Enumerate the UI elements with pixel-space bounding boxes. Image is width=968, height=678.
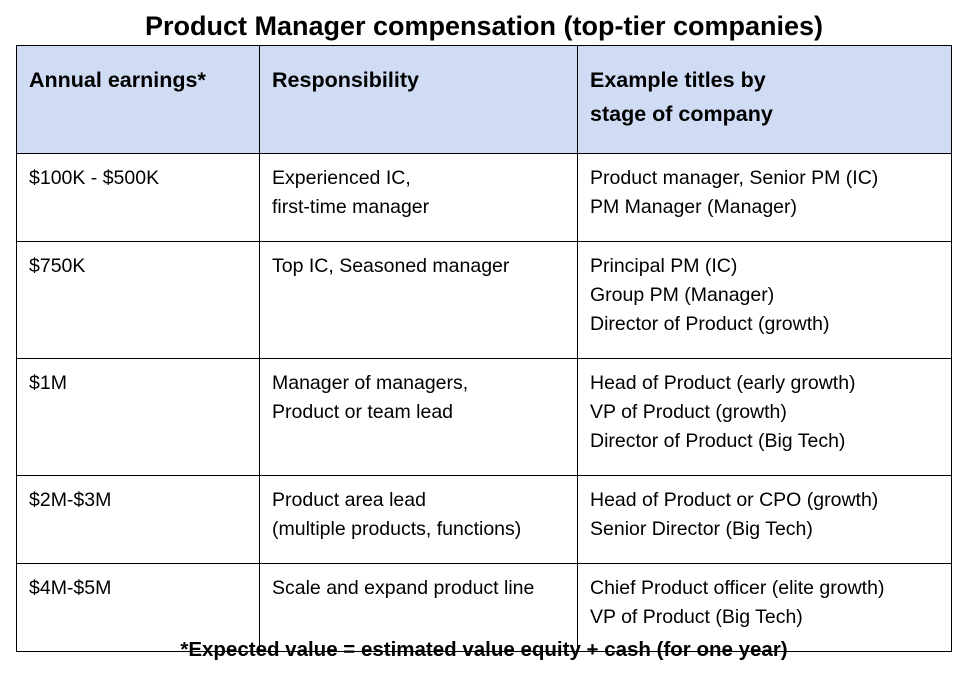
earnings-cell: $750K xyxy=(16,241,260,359)
title-line: Director of Product (Big Tech) xyxy=(590,430,846,452)
header-text: stage of company xyxy=(590,102,773,126)
earnings-value: $750K xyxy=(29,255,86,277)
earnings-cell: $100K - $500K xyxy=(16,153,260,242)
responsibility-line: Manager of managers, xyxy=(272,372,469,394)
header-annual-earnings: Annual earnings* xyxy=(16,45,260,154)
title-line: PM Manager (Manager) xyxy=(590,196,797,218)
table-row: $4M-$5M Scale and expand product line Ch… xyxy=(16,563,952,652)
title-line: Director of Product (growth) xyxy=(590,313,830,335)
header-row: Annual earnings* Responsibility Example … xyxy=(16,45,952,154)
titles-cell: Chief Product officer (elite growth) VP … xyxy=(577,563,952,652)
page-title: Product Manager compensation (top-tier c… xyxy=(144,11,824,41)
earnings-cell: $1M xyxy=(16,358,260,476)
title-line: Product manager, Senior PM (IC) xyxy=(590,167,879,189)
titles-cell: Head of Product or CPO (growth) Senior D… xyxy=(577,475,952,564)
title-line: Group PM (Manager) xyxy=(590,284,775,306)
titles-cell: Head of Product (early growth) VP of Pro… xyxy=(577,358,952,476)
footnote: *Expected value = estimated value equity… xyxy=(180,638,788,661)
responsibility-line: Top IC, Seasoned manager xyxy=(272,255,510,277)
title-line: Head of Product or CPO (growth) xyxy=(590,489,879,511)
header-responsibility: Responsibility xyxy=(259,45,578,154)
header-text: Example titles by xyxy=(590,68,766,92)
header-example-titles: Example titles by stage of company xyxy=(577,45,952,154)
earnings-cell: $2M-$3M xyxy=(16,475,260,564)
responsibility-cell: Product area lead (multiple products, fu… xyxy=(259,475,578,564)
earnings-value: $4M-$5M xyxy=(29,577,112,599)
table-row: $100K - $500K Experienced IC, first-time… xyxy=(16,153,952,242)
earnings-value: $1M xyxy=(29,372,67,394)
table-row: $2M-$3M Product area lead (multiple prod… xyxy=(16,475,952,564)
header-text: Annual earnings* xyxy=(29,68,206,92)
responsibility-cell: Experienced IC, first-time manager xyxy=(259,153,578,242)
title-line: VP of Product (Big Tech) xyxy=(590,606,803,628)
title-line: VP of Product (growth) xyxy=(590,401,787,423)
header-text: Responsibility xyxy=(272,68,419,92)
earnings-value: $100K - $500K xyxy=(29,167,160,189)
title-line: Senior Director (Big Tech) xyxy=(590,518,813,540)
title-line: Principal PM (IC) xyxy=(590,255,738,277)
responsibility-line: Product or team lead xyxy=(272,401,454,423)
titles-cell: Product manager, Senior PM (IC) PM Manag… xyxy=(577,153,952,242)
responsibility-cell: Scale and expand product line xyxy=(259,563,578,652)
titles-cell: Principal PM (IC) Group PM (Manager) Dir… xyxy=(577,241,952,359)
earnings-value: $2M-$3M xyxy=(29,489,112,511)
title-line: Chief Product officer (elite growth) xyxy=(590,577,885,599)
responsibility-cell: Top IC, Seasoned manager xyxy=(259,241,578,359)
responsibility-line: (multiple products, functions) xyxy=(272,518,522,540)
compensation-table: Annual earnings* Responsibility Example … xyxy=(16,45,952,652)
responsibility-cell: Manager of managers, Product or team lea… xyxy=(259,358,578,476)
title-line: Head of Product (early growth) xyxy=(590,372,856,394)
earnings-cell: $4M-$5M xyxy=(16,563,260,652)
responsibility-line: first-time manager xyxy=(272,196,430,218)
table-row: $750K Top IC, Seasoned manager Principal… xyxy=(16,241,952,359)
responsibility-line: Experienced IC, xyxy=(272,167,411,189)
table-row: $1M Manager of managers, Product or team… xyxy=(16,358,952,476)
responsibility-line: Product area lead xyxy=(272,489,426,511)
responsibility-line: Scale and expand product line xyxy=(272,577,535,599)
